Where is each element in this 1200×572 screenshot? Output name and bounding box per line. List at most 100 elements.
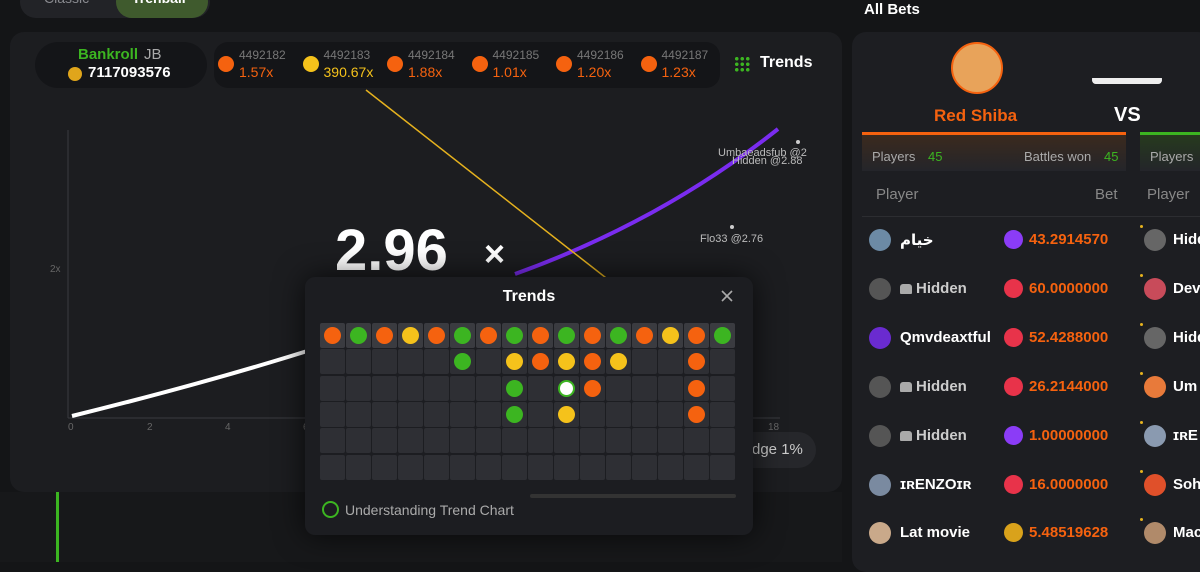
- multiplier: 2.96: [335, 218, 448, 283]
- trend-cell: [320, 375, 345, 401]
- stat: 45: [928, 149, 943, 164]
- trend-cell: [372, 454, 397, 480]
- coin-icon: [1004, 230, 1023, 249]
- player-name: Hidden: [1173, 231, 1200, 248]
- bettor-label: Umbaeadsfub @2: [718, 147, 807, 159]
- trend-dot: [558, 379, 575, 397]
- trend-cell: [424, 349, 449, 375]
- history-value[interactable]: 1.01x: [492, 64, 527, 80]
- history-value[interactable]: 1.57x: [239, 64, 274, 80]
- tab[interactable]: Trenball: [132, 0, 186, 6]
- trend-cell: [528, 454, 553, 480]
- team-avatar-2: [1092, 52, 1162, 84]
- header-divider: [862, 216, 1200, 217]
- trend-dot: [558, 353, 575, 371]
- close-icon[interactable]: [721, 290, 733, 302]
- coin-icon: [1004, 278, 1023, 298]
- avatar: [869, 424, 891, 447]
- x-tick-label: 2: [147, 422, 153, 433]
- history-value[interactable]: 1.23x: [661, 64, 696, 80]
- trend-cell: [528, 401, 553, 427]
- row-dot: [1140, 518, 1143, 522]
- trend-dot: [506, 353, 523, 371]
- bankroll-box: [35, 42, 207, 88]
- trend-cell: [658, 428, 683, 454]
- trend-cell: [372, 375, 397, 401]
- trend-cell: [450, 375, 475, 401]
- history-value[interactable]: 1.20x: [577, 64, 612, 80]
- trend-cell: [528, 428, 553, 454]
- trend-cell: [398, 454, 423, 480]
- player-name: Lat movie: [900, 524, 971, 542]
- history-value[interactable]: 1.88x: [408, 64, 443, 80]
- bet-amount: 1.00000000: [1029, 426, 1109, 444]
- trend-cell: [476, 349, 501, 375]
- bankroll-label: Bankroll: [78, 46, 139, 63]
- bettor-dot: [730, 225, 734, 229]
- trend-dot: [558, 327, 575, 344]
- trend-cell: [320, 454, 345, 480]
- history-bar: [214, 42, 720, 88]
- trend-dot: [350, 327, 367, 344]
- avatar: [1144, 229, 1166, 251]
- trend-dot: [480, 327, 497, 344]
- trend-cell: [710, 349, 735, 375]
- trend-cell: [450, 428, 475, 454]
- vs: VS: [1114, 104, 1141, 126]
- trend-cell: [710, 428, 735, 454]
- trend-cell: [580, 454, 605, 480]
- trend-cell: [346, 454, 371, 480]
- all-bets-title: All Bets: [864, 1, 920, 18]
- trend-cell: [710, 375, 735, 401]
- row-dot: [1140, 225, 1143, 228]
- trend-cell: [606, 428, 631, 454]
- x-tick-label: 0: [68, 422, 74, 433]
- bankroll-amount: 7117093576: [88, 64, 171, 81]
- trend-dot: [532, 327, 549, 344]
- trend-cell: [554, 454, 579, 480]
- player-name: Mac: [1173, 524, 1200, 542]
- history-dot: [556, 56, 572, 72]
- coin-icon: [1004, 425, 1023, 445]
- trend-dot: [714, 327, 731, 344]
- row-dot: [1140, 322, 1143, 326]
- trend-cell: [606, 375, 631, 401]
- row-dot: [1140, 420, 1143, 424]
- curve-live: [514, 127, 780, 276]
- bets-panel: Red Shiba VS Players 45 Battles won 45 Players…: [852, 32, 1200, 572]
- house-edge-text: dge 1%: [752, 441, 803, 458]
- trend-cell: [632, 428, 657, 454]
- trend-dot: [506, 379, 523, 397]
- trend-cell: [606, 454, 631, 480]
- trend-cell: [684, 454, 709, 480]
- team-stats: [862, 132, 1126, 171]
- player-name: Hidden: [916, 279, 967, 297]
- trend-dot: [428, 327, 445, 344]
- avatar: [869, 522, 891, 545]
- trends-button[interactable]: Trends: [760, 54, 813, 71]
- bet-amount: 52.4288000: [1029, 328, 1109, 346]
- bet-amount: 60.0000000: [1029, 279, 1109, 297]
- tab[interactable]: Classic: [44, 0, 89, 6]
- trend-cell: [398, 349, 423, 375]
- team-avatar: [951, 42, 1003, 94]
- bet-amount: 16.0000000: [1029, 475, 1109, 493]
- history-id: 4492184: [408, 48, 455, 62]
- history-dot: [302, 56, 319, 72]
- help-link[interactable]: Understanding Trend Chart: [345, 502, 514, 518]
- history-value[interactable]: 390.67x: [323, 64, 374, 80]
- avatar: [869, 375, 891, 398]
- stat: 45: [1104, 149, 1119, 164]
- player-name: Soh: [1173, 475, 1200, 493]
- trend-cell: [398, 375, 423, 401]
- stat: Battles won: [1024, 149, 1092, 164]
- history-id: 4492183: [323, 48, 371, 62]
- hidden-icon: [900, 283, 912, 294]
- trend-dot: [688, 353, 705, 371]
- player-name: ɪʀE: [1173, 426, 1198, 444]
- history-dot: [218, 56, 234, 72]
- trend-dot: [506, 327, 523, 344]
- trend-cell: [372, 401, 397, 427]
- trend-cell: [476, 428, 501, 454]
- history-id: 4492182: [239, 48, 286, 62]
